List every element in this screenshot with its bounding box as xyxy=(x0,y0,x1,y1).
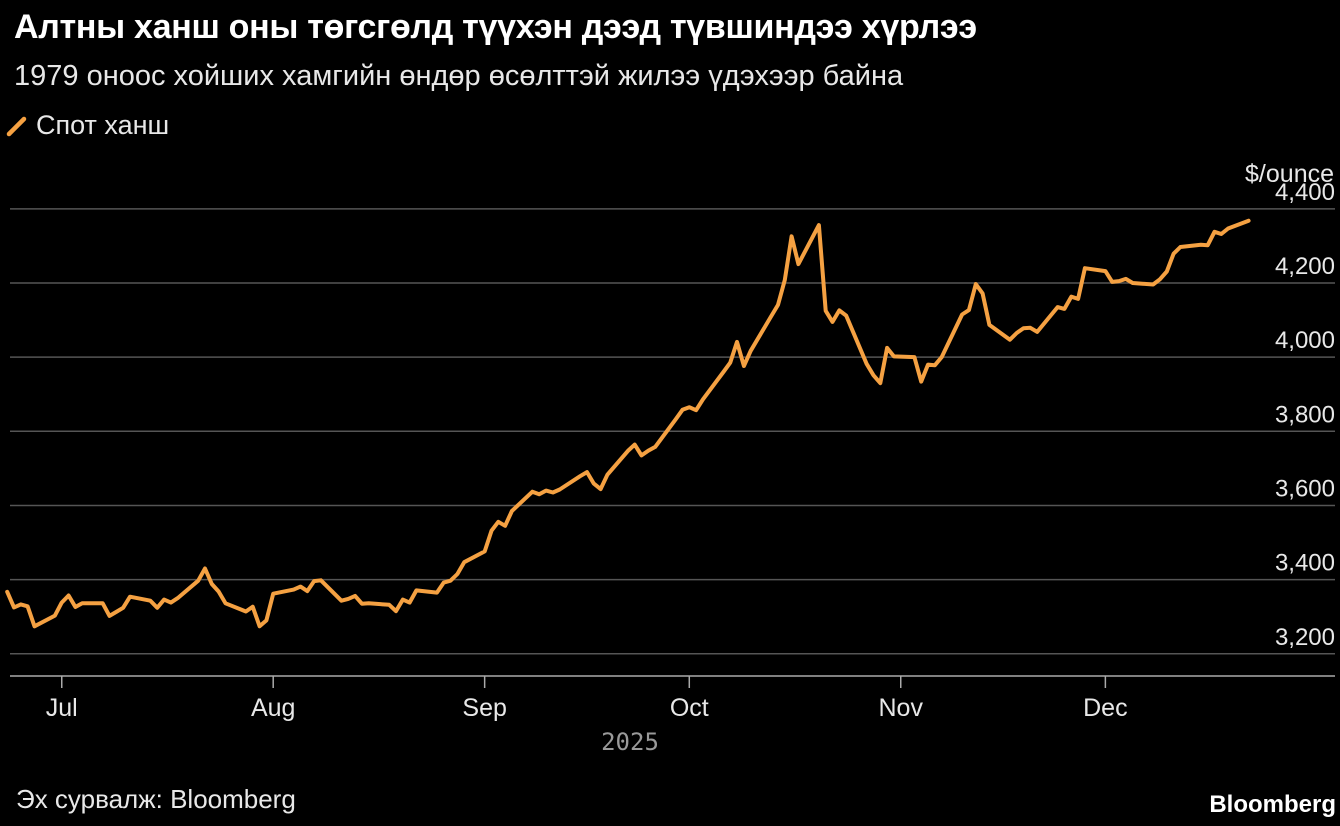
x-tick-label: Dec xyxy=(1083,694,1127,722)
legend: Спот ханш xyxy=(6,110,169,141)
y-tick-label: 3,600 xyxy=(1275,475,1335,502)
x-tick-label: Nov xyxy=(879,694,924,722)
x-axis-year-label: 2025 xyxy=(601,728,659,756)
y-tick-label: 3,200 xyxy=(1275,624,1335,651)
series-line-spot-price xyxy=(5,218,1251,629)
y-tick-label: 4,000 xyxy=(1275,327,1335,354)
x-tick-label: Sep xyxy=(462,694,506,722)
legend-label: Спот ханш xyxy=(36,110,170,140)
y-axis-unit-label: $/ounce xyxy=(1245,160,1334,188)
source-note: Эх сурвалж: Bloomberg xyxy=(16,784,296,814)
y-tick-label: 3,800 xyxy=(1275,401,1335,428)
x-tick-label: Aug xyxy=(251,694,295,722)
chart-title: Алтны ханш оны төгсгөлд түүхэн дээд түвш… xyxy=(14,8,977,46)
x-tick-label: Oct xyxy=(670,694,709,722)
bloomberg-logo: Bloomberg xyxy=(1209,791,1336,818)
y-tick-label: 4,200 xyxy=(1275,253,1335,280)
y-tick-label: 3,400 xyxy=(1275,550,1335,577)
x-tick-label: Jul xyxy=(46,694,78,722)
y-tick-label: 4,400 xyxy=(1275,179,1335,206)
legend-line-swatch-icon xyxy=(6,116,27,136)
chart-subtitle: 1979 оноос хойших хамгийн өндөр өсөлттэй… xyxy=(14,60,904,92)
